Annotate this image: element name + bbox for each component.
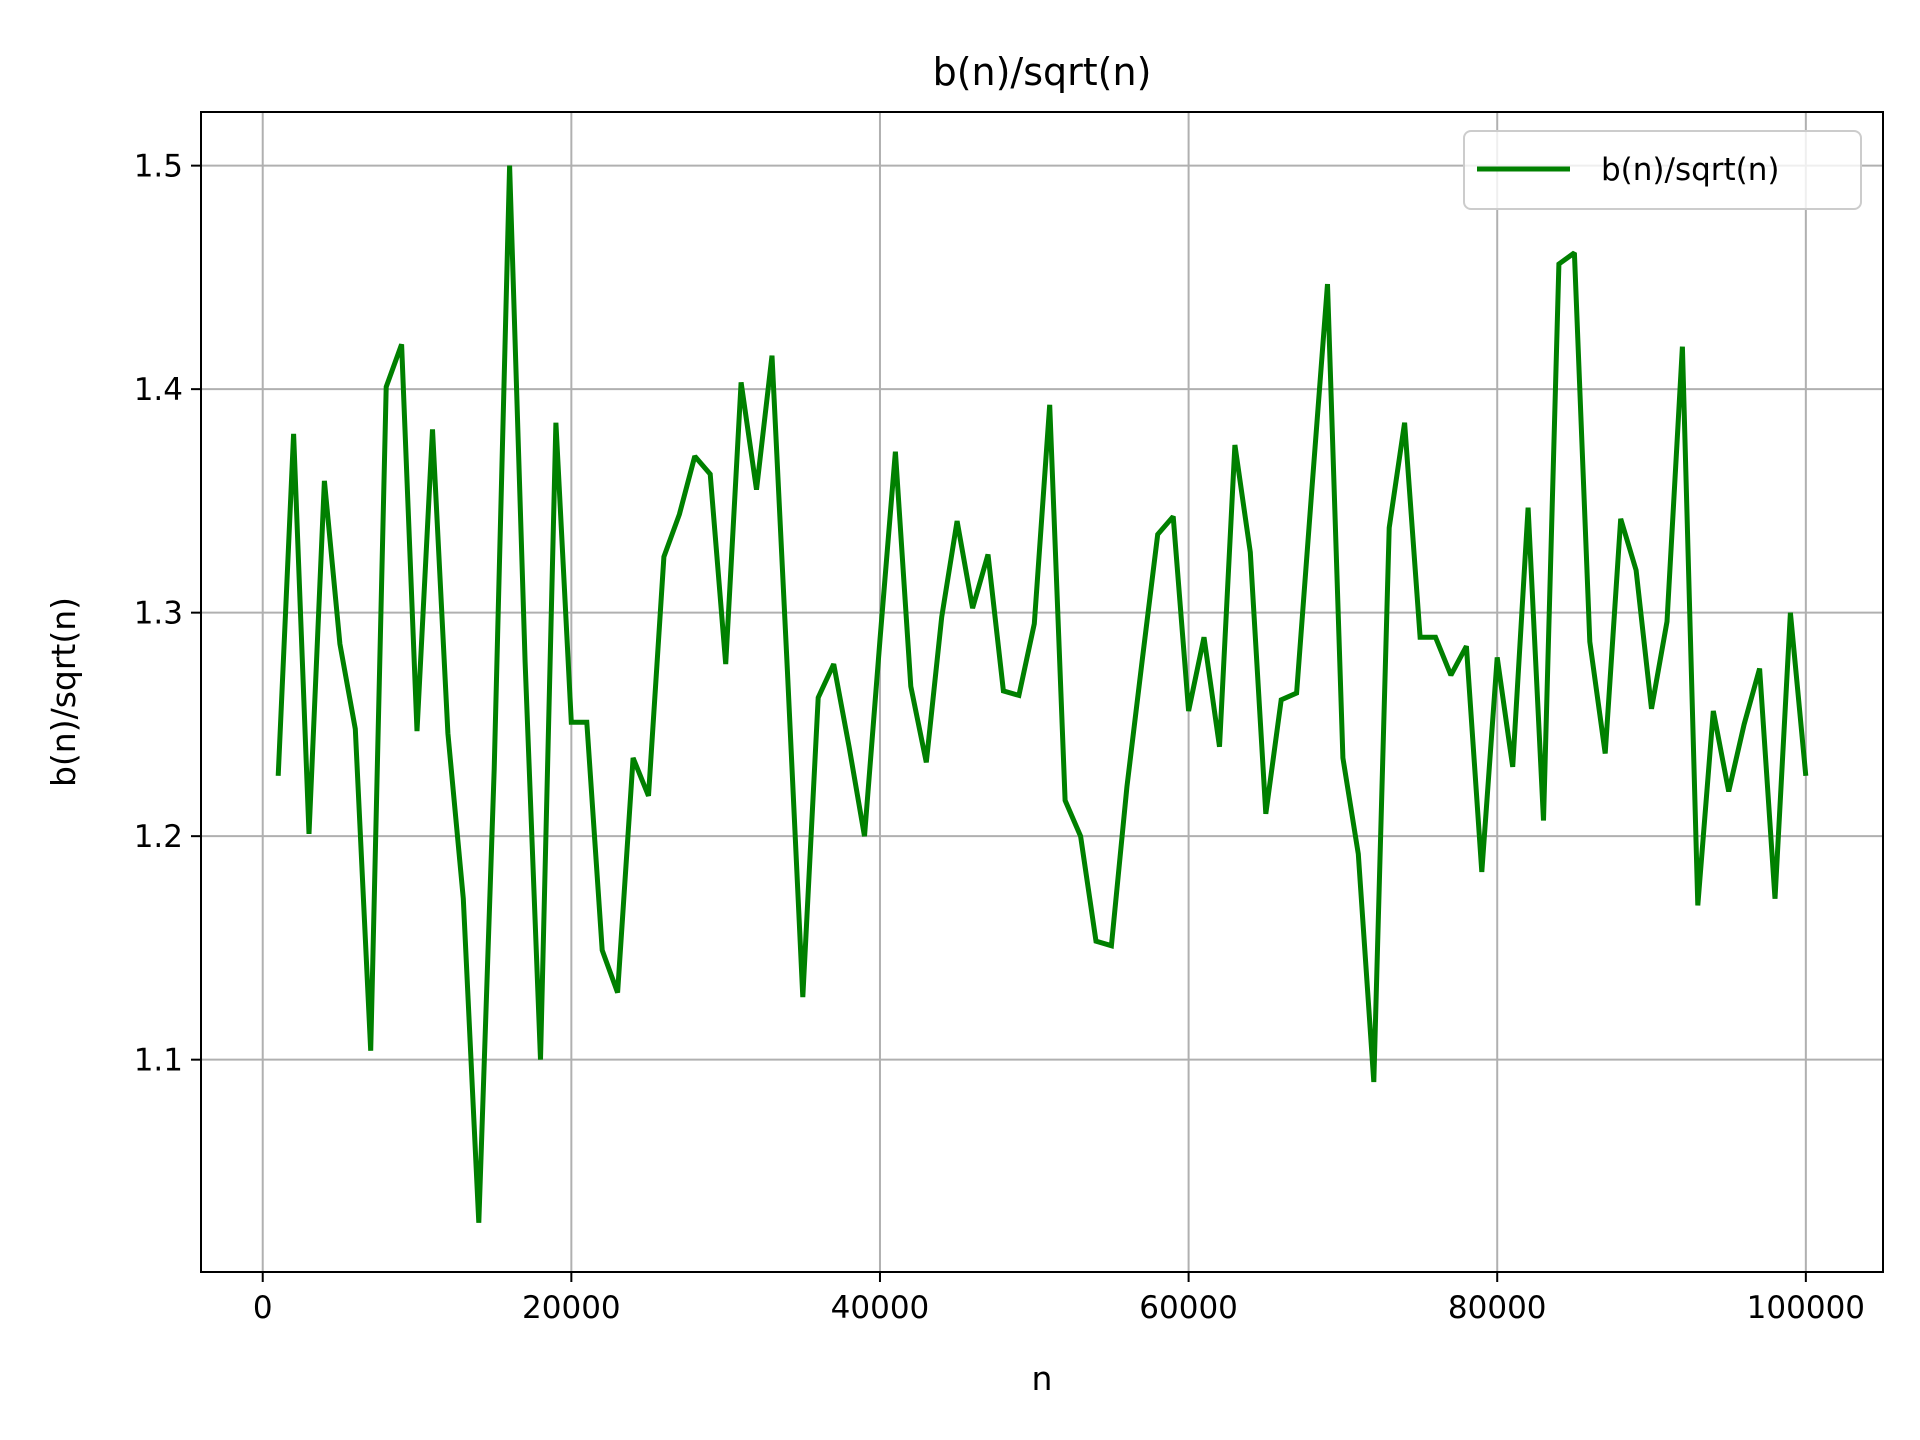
x-tick-label: 40000 [831,1290,930,1326]
plot-area-background [201,112,1883,1272]
y-tick-label: 1.2 [134,819,183,855]
x-tick-label: 100000 [1747,1290,1865,1326]
legend: b(n)/sqrt(n) [1463,130,1862,210]
chart-title: b(n)/sqrt(n) [933,50,1152,94]
series-line [275,165,1809,1223]
x-axis: 0 20000 40000 60000 80000 100000 [253,1272,1865,1326]
legend-box [1463,130,1862,210]
x-tick-label: 60000 [1139,1290,1238,1326]
y-tick-label: 1.1 [134,1043,183,1079]
series-layer [275,165,1809,1223]
x-tick-label: 0 [253,1290,273,1326]
legend-label: b(n)/sqrt(n) [1601,152,1780,188]
y-tick-label: 1.3 [134,596,183,632]
plot-frame [200,111,1884,1273]
y-tick-label: 1.4 [134,372,183,408]
x-axis-label: n [1032,1359,1053,1398]
x-tick-label: 80000 [1448,1290,1547,1326]
y-tick-label: 1.5 [134,149,183,185]
x-tick-label: 20000 [522,1290,621,1326]
y-axis-label: b(n)/sqrt(n) [44,597,83,787]
y-axis: 1.1 1.2 1.3 1.4 1.5 [134,149,201,1079]
